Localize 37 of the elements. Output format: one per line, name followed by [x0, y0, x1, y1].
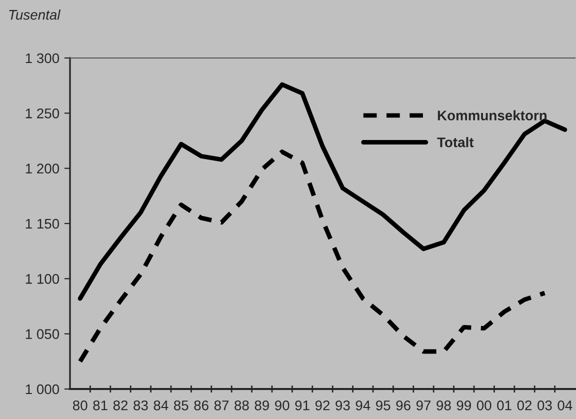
y-tick-label: 1 100 [26, 274, 60, 284]
legend-label: Kommunsektorn [438, 110, 546, 120]
x-tick-label: 85 [174, 400, 188, 410]
x-tick-label: 84 [154, 400, 168, 410]
x-tick-label: 90 [275, 400, 290, 410]
x-tick-label: 96 [396, 400, 410, 410]
y-tick-label: 1 300 [26, 53, 60, 64]
x-tick-label: 98 [436, 400, 451, 410]
line-series [78, 82, 568, 301]
line-series [78, 150, 547, 364]
x-tick-label: 82 [113, 400, 128, 410]
x-tick-label: 94 [356, 400, 370, 410]
x-tick-label: 04 [558, 400, 572, 410]
x-tick-label: 00 [476, 400, 492, 410]
x-tick-label: 92 [315, 400, 330, 410]
x-tick-label: 87 [214, 400, 229, 410]
y-axis-title: Tusental [9, 10, 61, 20]
y-tick-label: 1 000 [26, 384, 60, 394]
x-tick-label: 03 [538, 400, 552, 410]
legend-label: Totalt [437, 137, 474, 148]
x-tick-label: 86 [194, 400, 208, 410]
x-tick-label: 97 [416, 400, 431, 410]
x-tick-label: 02 [517, 400, 532, 410]
y-tick-label: 1 200 [26, 164, 60, 174]
x-tick-label: 95 [376, 400, 390, 410]
x-tick-label: 93 [336, 400, 350, 410]
x-tick-label: 01 [497, 400, 512, 410]
x-tick-label: 91 [295, 400, 310, 410]
x-tick-label: 89 [254, 400, 269, 410]
x-tick-label: 83 [134, 400, 148, 410]
y-tick-label: 1 250 [26, 108, 60, 118]
x-tick-label: 88 [234, 400, 249, 410]
x-tick-label: 81 [93, 400, 108, 410]
x-tick-label: 80 [72, 400, 88, 410]
y-tick-label: 1 050 [26, 329, 60, 340]
y-tick-label: 1 150 [26, 218, 60, 229]
x-tick-label: 99 [456, 400, 471, 410]
